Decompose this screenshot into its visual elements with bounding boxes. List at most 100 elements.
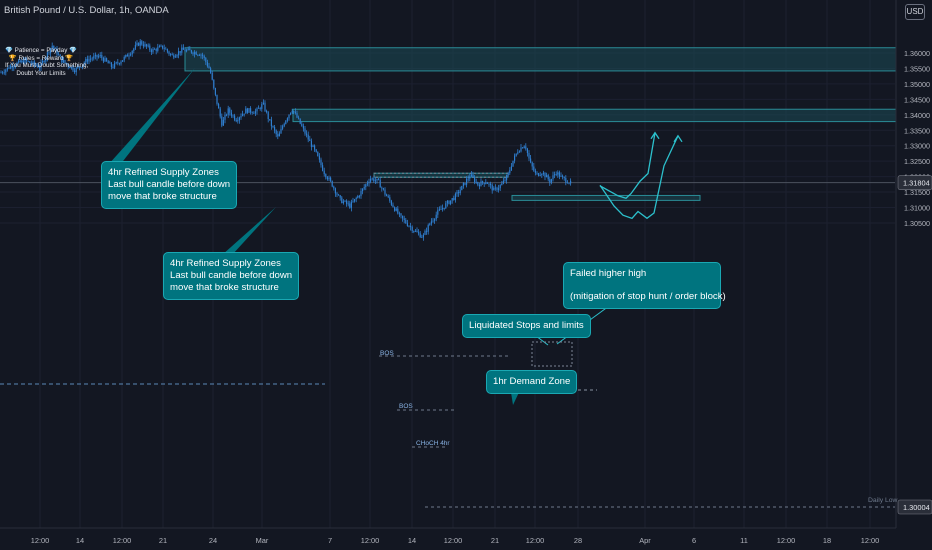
candle-body [454, 193, 456, 200]
candle-body [542, 172, 544, 175]
candle-body [261, 104, 263, 109]
candle-body [486, 182, 488, 184]
candle-body [67, 64, 69, 67]
callout-pointer-1 [108, 68, 195, 165]
candle-body [570, 180, 572, 184]
candle-body [243, 113, 245, 115]
time-tick-label: 12:00 [31, 536, 50, 545]
candle-body [184, 49, 186, 52]
candle-body [62, 60, 64, 63]
candle-body [309, 139, 311, 141]
demand-zone-callout[interactable]: 1hr Demand Zone [486, 370, 578, 394]
supply-zone-callout-2[interactable]: 4hr Refined Supply Zones Last bull candl… [163, 252, 300, 300]
candle-body [277, 134, 279, 137]
candle-body [155, 49, 157, 51]
time-tick-label: 7 [328, 536, 332, 545]
callout-line: move that broke structure [108, 191, 217, 202]
candle-body [526, 148, 528, 153]
time-tick-label: 21 [159, 536, 167, 545]
candle-body [360, 191, 362, 197]
candle-body [382, 188, 384, 190]
candle-body [43, 60, 45, 62]
candle-body [522, 147, 524, 149]
candle-body [355, 197, 357, 200]
candle-body [302, 126, 304, 129]
supply-zone-callout-1[interactable]: 4hr Refined Supply Zones Last bull candl… [101, 161, 238, 209]
failed-higher-high-callout[interactable]: Failed higher high (mitigation of stop h… [563, 262, 726, 309]
candle-body [435, 214, 437, 220]
candle-body [430, 221, 432, 224]
callout-line: 4hr Refined Supply Zones [108, 167, 219, 178]
candle-body [438, 209, 440, 211]
candle-body [349, 203, 351, 208]
candle-body [326, 177, 328, 180]
candle-body [446, 200, 448, 204]
candle-body [138, 43, 140, 46]
candle-body [494, 187, 496, 189]
candle-body [554, 174, 556, 176]
candle-body [42, 60, 44, 63]
candle-body [54, 48, 56, 50]
candle-body [341, 197, 343, 204]
candle-body [480, 181, 482, 187]
liquidated-stops-callout[interactable]: Liquidated Stops and limits [462, 314, 591, 338]
candle-body [389, 197, 391, 201]
candle-body [322, 165, 324, 171]
callout-line: (mitigation of stop hunt / order block) [570, 291, 726, 302]
symbol-title[interactable]: British Pound / U.S. Dollar, 1h, OANDA [4, 5, 169, 16]
candle-body [101, 55, 103, 58]
candle-body [437, 210, 439, 215]
candle-body [189, 48, 191, 51]
candle-body [461, 185, 463, 191]
candle-body [317, 151, 319, 157]
candle-body [59, 54, 61, 57]
current-price-label: 1.31804 [903, 179, 930, 188]
candle-body [198, 55, 200, 56]
candle-body [269, 118, 271, 120]
motto-line: 🏆 Rules = Reward 🏆 [8, 54, 74, 62]
price-tick-label: 1.31000 [904, 204, 930, 213]
candle-body [214, 87, 216, 95]
candle-body [250, 108, 252, 113]
candle-body [472, 174, 474, 178]
candle-body [170, 53, 172, 55]
candle-body [24, 58, 26, 64]
candle-body [362, 188, 364, 192]
candle-body [83, 62, 85, 65]
candle-body [157, 47, 159, 51]
candle-body [538, 173, 540, 176]
time-tick-label: 21 [491, 536, 499, 545]
candle-body [336, 193, 338, 195]
candle-body [64, 60, 66, 63]
candle-body [195, 52, 197, 55]
candle-body [406, 223, 408, 226]
candle-body [150, 49, 152, 52]
candle-body [370, 178, 372, 182]
candle-body [26, 58, 28, 61]
candle-body [562, 175, 564, 177]
candle-body [374, 180, 376, 182]
price-tick-label: 1.30500 [904, 219, 930, 228]
candle-body [120, 61, 122, 64]
candle-body [136, 43, 138, 46]
candle-body [197, 54, 199, 56]
candle-body [418, 232, 420, 234]
price-tick-label: 1.34000 [904, 111, 930, 120]
time-tick-label: 12:00 [861, 536, 880, 545]
currency-button[interactable]: USD [905, 4, 925, 20]
candle-body [182, 47, 184, 50]
candle-body [411, 226, 413, 231]
candle-body [115, 62, 117, 64]
candle-body [358, 195, 360, 197]
candle-body [365, 184, 367, 188]
daily-low-label: Daily Low [868, 497, 898, 504]
candle-body [544, 172, 546, 178]
candle-body [192, 52, 194, 54]
candle-body [122, 60, 124, 62]
candle-body [234, 115, 236, 120]
candle-body [314, 145, 316, 150]
